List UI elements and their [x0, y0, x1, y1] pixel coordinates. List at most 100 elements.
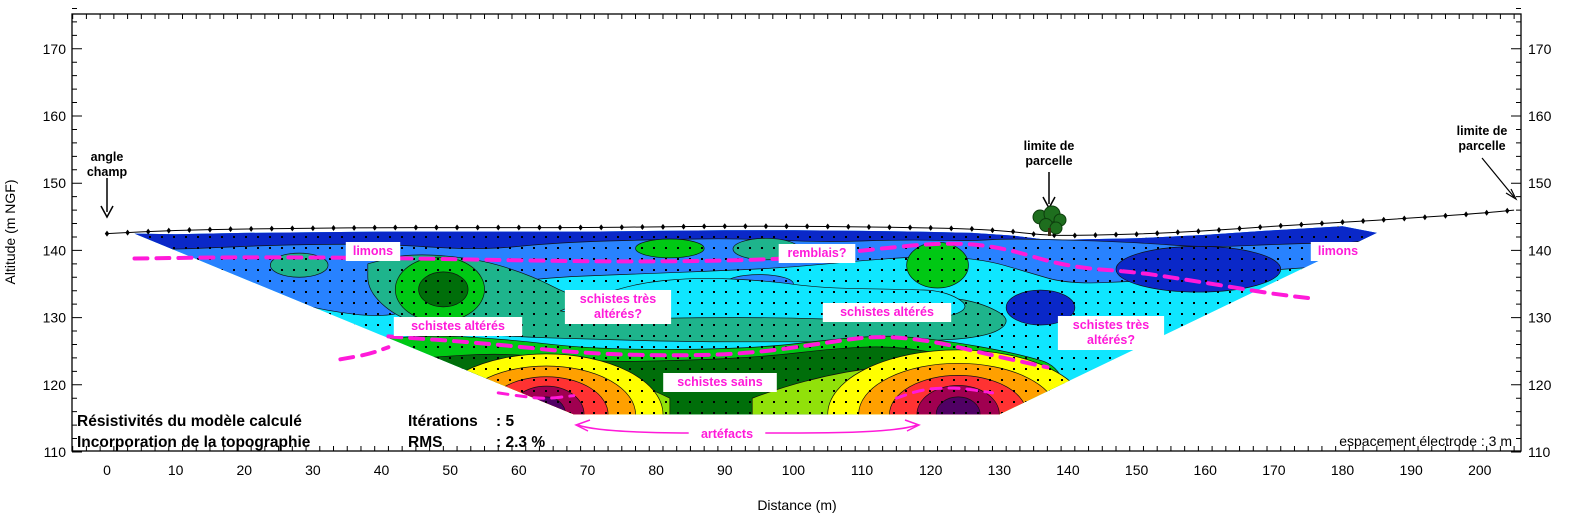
electrode-marker — [1196, 228, 1201, 235]
label-limite-parcelle-1-line: parcelle — [1025, 154, 1072, 168]
label-artefacts-line: artéfacts — [701, 427, 753, 441]
electrode-marker — [1319, 220, 1325, 227]
x-tick-label: 150 — [1125, 462, 1149, 478]
electrode-marker — [1463, 211, 1469, 218]
label-remblais-box — [778, 244, 856, 263]
electrode-marker — [866, 223, 872, 230]
x-tick-label: 160 — [1194, 462, 1218, 478]
label-schistes-sains-line: schistes sains — [677, 375, 763, 389]
label-schistes-sains: schistes sains — [677, 375, 763, 389]
electrode-marker — [722, 223, 727, 230]
electrode-marker — [804, 223, 810, 230]
electrode-marker — [599, 224, 604, 231]
y-tick-label-right: 160 — [1528, 108, 1552, 124]
y-tick-label-right: 120 — [1528, 377, 1552, 393]
y-tick-label-left: 140 — [43, 242, 67, 258]
y-tick-label-right: 140 — [1528, 242, 1552, 258]
y-tick-label-left: 130 — [43, 310, 67, 326]
electrode-marker — [207, 226, 213, 233]
label-schistes-alteres-1-line: schistes altérés — [411, 319, 505, 333]
electrode-marker — [578, 224, 583, 231]
electrode-marker — [557, 224, 563, 231]
x-tick-label: 180 — [1331, 462, 1355, 478]
arrow-head-angle-champ — [100, 205, 114, 219]
label-limite-parcelle-2-line: limite de — [1457, 124, 1508, 138]
electrode-marker — [290, 225, 295, 232]
x-tick-label: 40 — [374, 462, 390, 478]
electrode-marker — [846, 223, 851, 230]
electrode-marker — [537, 224, 542, 231]
arrow-head-limite-2 — [1505, 188, 1518, 201]
label-limite-parcelle-2-line: parcelle — [1458, 139, 1505, 153]
electrode-marker — [1010, 228, 1016, 235]
electrode-marker — [1237, 225, 1242, 232]
label-schistes-alteres-2: schistes altérés — [840, 305, 934, 319]
electrode-marker — [434, 224, 439, 231]
electrode-marker — [660, 223, 666, 230]
label-angle-champ: angle champ — [87, 150, 128, 179]
x-tick-label: 20 — [236, 462, 252, 478]
tick-marks — [72, 7, 1521, 453]
electrode-marker — [413, 224, 419, 231]
x-tick-label: 80 — [648, 462, 664, 478]
electrode-marker — [166, 227, 171, 234]
interface-line-1 — [386, 334, 1050, 370]
interface-line-stub — [338, 345, 391, 362]
electrode-marker — [907, 224, 913, 231]
label-schistes-sains-box — [663, 373, 777, 392]
y-axis-label: Altitude (m NGF) — [2, 179, 18, 284]
electrode-marker — [351, 224, 357, 231]
electrode-marker — [248, 225, 254, 232]
iterations-label: Itérations — [408, 413, 478, 430]
label-artefacts: artéfacts — [701, 427, 753, 441]
electrode-marker — [269, 225, 274, 232]
electrode-marker — [1402, 215, 1407, 222]
label-limite-parcelle-1-line: limite de — [1024, 139, 1075, 153]
x-axis-label: Distance (m) — [757, 497, 836, 513]
artefact-outline-left — [496, 391, 576, 400]
electrode-marker — [1093, 232, 1098, 239]
electrode-marker — [969, 225, 975, 232]
label-angle-champ-line: angle — [91, 150, 124, 164]
label-artefacts-box — [688, 425, 766, 444]
x-tick-label: 170 — [1262, 462, 1286, 478]
y-tick-label-left: 110 — [44, 444, 67, 460]
electrode-marker — [784, 223, 789, 230]
label-angle-champ-line: champ — [87, 165, 128, 179]
artefact-arrow-head-left — [574, 419, 591, 432]
electrode-marker — [310, 225, 316, 232]
electrode-marker — [516, 224, 522, 231]
y-tick-label-left: 150 — [43, 175, 67, 191]
label-limons-2-box — [1310, 242, 1366, 261]
axis-tick-labels: 0 10 20 30 40 50 60 70 80 90 100 110 120 130 140 150 160… — [43, 41, 1552, 478]
electrode-marker — [701, 223, 707, 230]
y-tick-label-right: 110 — [1528, 444, 1551, 460]
electrode-marker — [1031, 231, 1036, 238]
x-tick-label: 50 — [442, 462, 458, 478]
electrode-marker — [475, 224, 480, 231]
electrode-marker — [104, 230, 110, 237]
electrode-marker — [1381, 216, 1386, 223]
hedge-trunk — [1048, 228, 1051, 236]
label-limons-1-line: limons — [353, 244, 393, 258]
electrode-marker — [372, 224, 377, 231]
electrode-marker — [1154, 230, 1160, 237]
label-schistes-alteres-2-line: schistes altérés — [840, 305, 934, 319]
electrode-marker — [681, 223, 686, 230]
model-info-line2: Incorporation de la topographie — [77, 434, 311, 451]
y-tick-label-left: 160 — [43, 108, 67, 124]
label-remblais-line: remblais? — [787, 246, 846, 260]
model-info-line1: Résistivités du modèle calculé — [77, 413, 302, 430]
electrode-marker — [331, 225, 336, 232]
model-cell-dots — [134, 226, 1377, 415]
label-schistes-tres-alteres-2: schistes très altérés? — [1073, 318, 1149, 347]
label-limite-parcelle-1: limite de parcelle — [1024, 139, 1075, 168]
label-schistes-tres-alteres-1-line: altérés? — [594, 307, 642, 321]
iterations-value: : 5 — [496, 413, 514, 430]
electrode-marker — [949, 225, 954, 232]
electrode-marker — [743, 223, 748, 230]
label-schistes-alteres-2-box — [822, 303, 952, 322]
electrode-marker — [1443, 212, 1448, 219]
topography-profile — [106, 209, 1515, 236]
